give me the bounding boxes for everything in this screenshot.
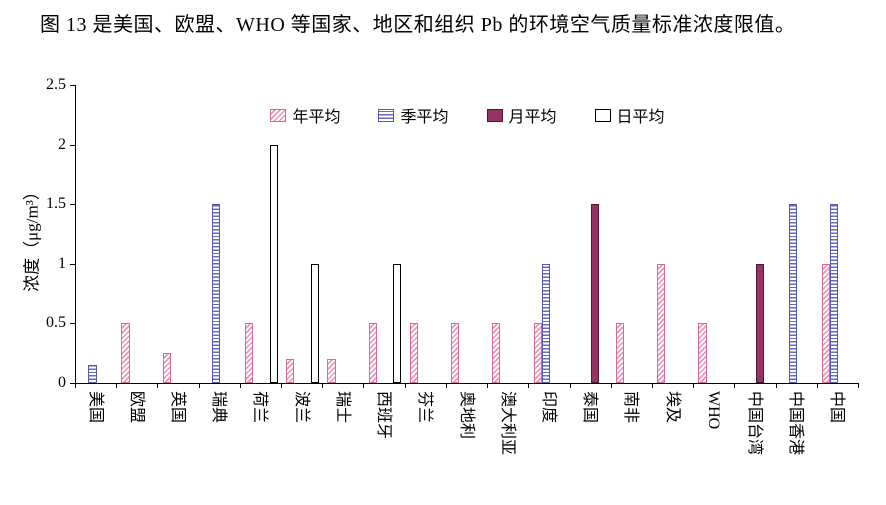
bar <box>591 204 600 383</box>
y-tick-label: 1 <box>58 254 66 272</box>
plot-area: 年平均 季平均 月平均 日平均 <box>75 85 859 384</box>
bar <box>657 263 666 383</box>
legend-swatch-1 <box>270 108 287 122</box>
y-tick-mark <box>70 263 75 265</box>
bar <box>541 263 550 383</box>
x-category-label: 泰国 <box>581 391 599 424</box>
bar <box>830 204 839 383</box>
legend-swatch-4 <box>594 108 611 122</box>
legend-item: 年平均 <box>270 103 340 127</box>
bar <box>162 353 171 383</box>
x-category-label: 荷兰 <box>251 391 269 424</box>
x-tick-mark <box>652 384 653 388</box>
y-tick-mark <box>70 204 75 206</box>
x-tick-mark <box>405 384 406 388</box>
legend-label: 日平均 <box>616 109 665 126</box>
y-tick-label: 2.5 <box>46 76 66 93</box>
x-tick-mark <box>776 384 777 388</box>
y-tick-label: 1.5 <box>46 195 66 213</box>
bar <box>788 204 798 383</box>
x-category-label: 奥地利 <box>457 391 475 440</box>
x-category-label: 印度 <box>539 391 557 424</box>
bar <box>269 144 278 383</box>
x-tick-mark <box>116 384 117 388</box>
bar <box>121 323 130 383</box>
x-category-label: 欧盟 <box>127 391 145 424</box>
y-axis-title: 浓度（μg/m³） <box>22 183 42 292</box>
x-tick-mark <box>240 384 241 388</box>
bar <box>451 323 460 383</box>
legend-item: 日平均 <box>594 103 665 127</box>
legend-item: 月平均 <box>486 103 557 127</box>
x-tick-mark <box>322 384 323 388</box>
x-tick-mark <box>734 384 735 388</box>
y-tick-label: 2 <box>58 135 66 153</box>
bar <box>409 323 419 383</box>
legend-label: 月平均 <box>508 109 557 126</box>
x-tick-mark <box>528 384 529 388</box>
figure-caption: 图 13 是美国、欧盟、WHO 等国家、地区和组织 Pb 的环境空气质量标准浓度… <box>40 14 796 36</box>
legend-label: 季平均 <box>400 109 449 126</box>
legend-swatch-2 <box>378 108 395 122</box>
x-category-label: 澳大利亚 <box>498 391 516 456</box>
y-tick-mark <box>70 383 75 384</box>
bar <box>615 323 625 383</box>
x-category-label: 南非 <box>622 391 640 424</box>
x-tick-mark <box>817 384 818 388</box>
legend-item: 季平均 <box>378 103 449 127</box>
bar <box>212 204 221 383</box>
x-category-label: 中国香港 <box>787 391 805 456</box>
x-category-label: 英国 <box>169 391 187 424</box>
x-category-label: 美国 <box>86 391 104 424</box>
bar <box>310 263 320 383</box>
legend: 年平均 季平均 月平均 日平均 <box>76 103 859 127</box>
bar <box>368 323 377 383</box>
x-category-label: 波兰 <box>292 391 310 424</box>
legend-swatch-3 <box>486 108 503 122</box>
x-category-label: 瑞典 <box>210 391 228 424</box>
x-category-label: 中国台湾 <box>745 391 763 456</box>
x-category-label: WHO <box>704 391 722 430</box>
bar <box>286 359 295 383</box>
x-category-label: 西班牙 <box>375 391 393 440</box>
bar <box>821 263 831 383</box>
x-tick-mark <box>858 384 859 388</box>
x-category-label: 中国 <box>828 391 846 424</box>
y-tick-mark <box>70 144 75 146</box>
x-tick-mark <box>75 384 76 388</box>
legend-label: 年平均 <box>292 109 341 126</box>
x-tick-mark <box>487 384 488 388</box>
x-tick-mark <box>570 384 571 388</box>
x-tick-mark <box>199 384 200 388</box>
x-tick-mark <box>281 384 282 388</box>
y-tick-label: 0 <box>58 374 66 391</box>
x-tick-mark <box>611 384 612 388</box>
x-tick-mark <box>157 384 158 388</box>
bar <box>245 323 254 383</box>
x-tick-mark <box>446 384 447 388</box>
bar <box>88 365 97 383</box>
x-tick-mark <box>693 384 694 388</box>
x-category-label: 芬兰 <box>416 391 434 424</box>
y-tick-mark <box>70 85 75 86</box>
bar <box>533 323 542 383</box>
y-tick-mark <box>70 323 75 325</box>
bar <box>393 263 402 383</box>
x-tick-mark <box>363 384 364 388</box>
x-category-label: 瑞士 <box>333 391 351 424</box>
x-category-label: 埃及 <box>663 391 681 424</box>
bar <box>698 323 707 383</box>
bar <box>327 359 336 383</box>
bar <box>492 323 501 383</box>
y-tick-label: 0.5 <box>46 314 66 332</box>
bar <box>755 263 765 383</box>
